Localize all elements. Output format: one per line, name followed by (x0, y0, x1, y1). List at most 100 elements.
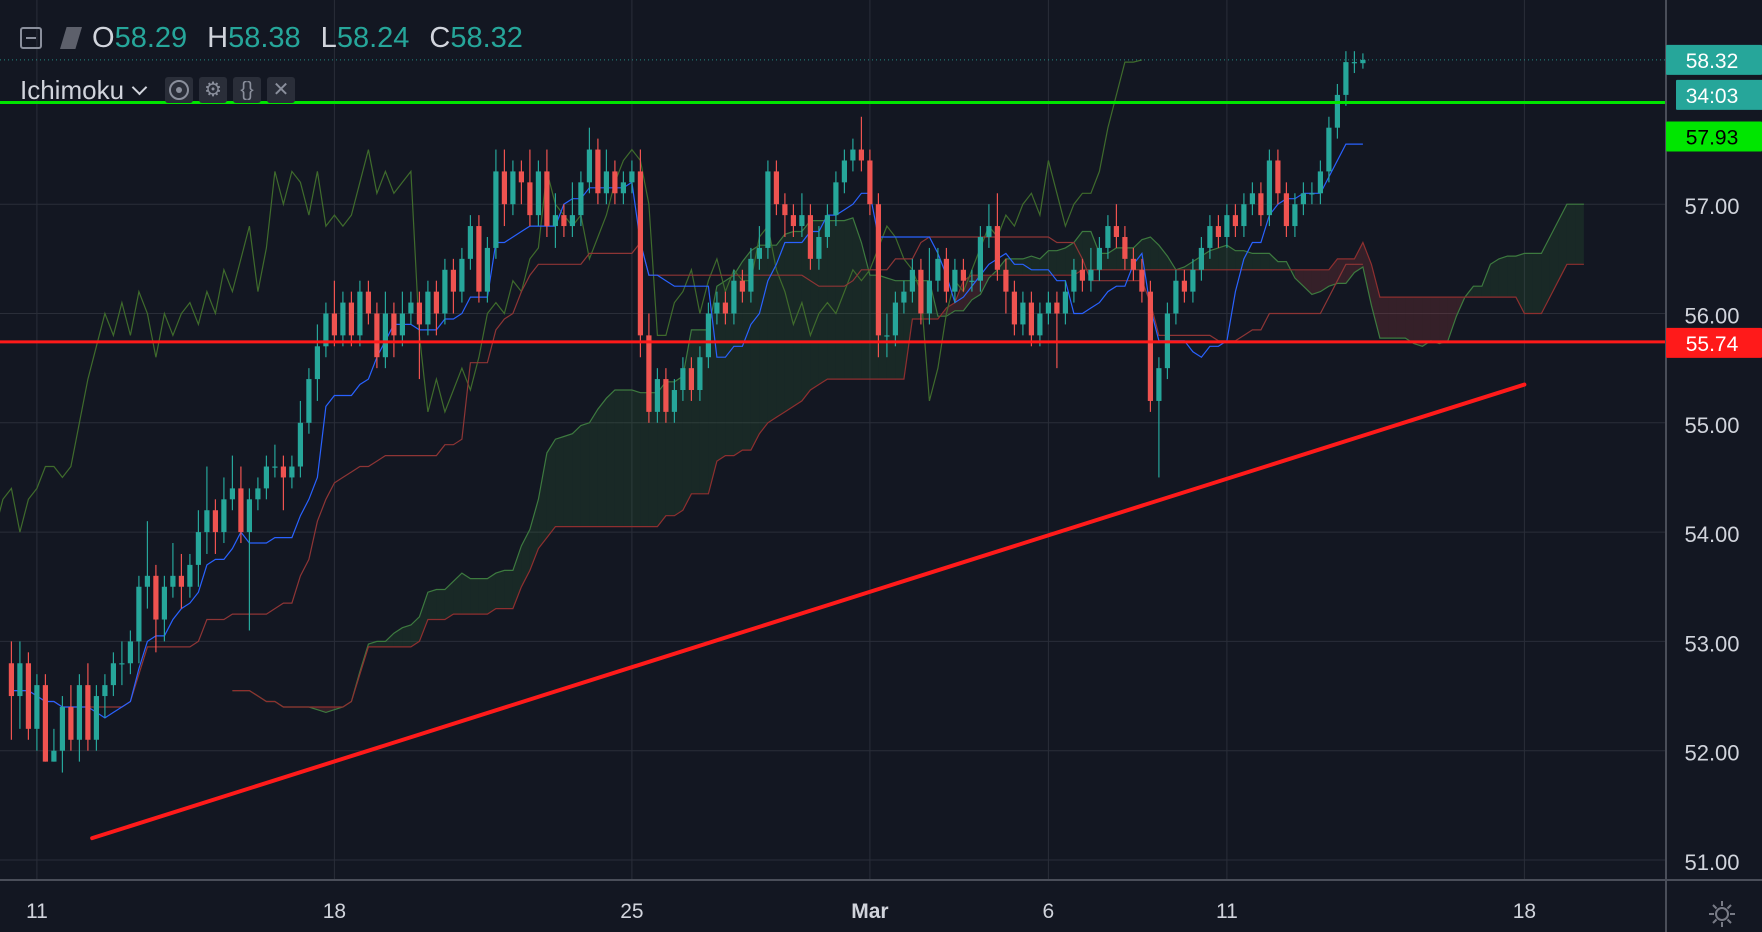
candle-body[interactable] (272, 466, 278, 468)
candle-body[interactable] (688, 368, 694, 391)
candle-body[interactable] (1173, 280, 1179, 314)
candle-body[interactable] (1266, 160, 1272, 216)
candle-body[interactable] (637, 171, 643, 336)
candle-body[interactable] (952, 269, 958, 292)
candle-body[interactable] (875, 204, 881, 336)
candle-body[interactable] (1300, 193, 1306, 205)
candle-body[interactable] (884, 335, 890, 337)
candle-body[interactable] (969, 280, 975, 282)
candle-body[interactable] (1088, 269, 1094, 281)
candle-body[interactable] (603, 171, 609, 194)
candle-body[interactable] (229, 488, 235, 500)
candle-body[interactable] (340, 302, 346, 336)
gear-icon[interactable]: ⚙ (199, 77, 228, 103)
candlestick-series[interactable] (8, 51, 1366, 773)
candle-body[interactable] (1224, 215, 1230, 237)
candle-body[interactable] (790, 215, 796, 227)
candle-body[interactable] (374, 313, 380, 358)
candle-body[interactable] (901, 291, 907, 303)
candle-body[interactable] (442, 269, 448, 314)
candle-body[interactable] (289, 466, 295, 478)
candle-body[interactable] (399, 313, 405, 336)
candle-body[interactable] (510, 171, 516, 205)
candle-body[interactable] (782, 204, 788, 216)
candle-body[interactable] (68, 706, 74, 740)
candle-body[interactable] (212, 510, 218, 533)
candle-body[interactable] (51, 750, 57, 762)
candle-body[interactable] (170, 575, 176, 587)
candle-body[interactable] (255, 488, 261, 500)
close-icon[interactable]: ✕ (267, 77, 296, 103)
candle-body[interactable] (994, 226, 1000, 270)
ascending-trendline[interactable] (90, 382, 1527, 841)
candle-body[interactable] (756, 247, 762, 259)
candle-body[interactable] (323, 313, 329, 347)
candle-body[interactable] (1309, 193, 1315, 195)
candle-body[interactable] (17, 663, 23, 697)
candle-body[interactable] (476, 226, 482, 292)
candle-body[interactable] (739, 280, 745, 292)
candle-body[interactable] (221, 499, 227, 533)
candle-body[interactable] (34, 685, 40, 729)
candle-body[interactable] (807, 215, 813, 259)
candle-body[interactable] (85, 685, 91, 740)
candle-body[interactable] (765, 171, 771, 248)
candle-body[interactable] (552, 215, 558, 227)
candle-body[interactable] (153, 575, 159, 620)
candle-body[interactable] (1054, 302, 1060, 314)
candle-body[interactable] (348, 302, 354, 336)
candle-body[interactable] (1292, 204, 1298, 227)
candle-body[interactable] (816, 236, 822, 259)
candle-body[interactable] (722, 302, 728, 314)
candle-body[interactable] (382, 313, 388, 358)
candle-body[interactable] (850, 149, 856, 161)
candle-body[interactable] (1130, 258, 1136, 270)
candle-body[interactable] (161, 586, 167, 620)
candle-body[interactable] (450, 269, 456, 292)
settings-icon[interactable] (1708, 900, 1736, 928)
candle-body[interactable] (1020, 302, 1026, 325)
candle-body[interactable] (93, 696, 99, 740)
candle-body[interactable] (799, 215, 805, 227)
candle-body[interactable] (586, 149, 592, 183)
candle-body[interactable] (1343, 62, 1349, 95)
candle-body[interactable] (238, 488, 244, 533)
candle-body[interactable] (433, 291, 439, 314)
candle-body[interactable] (331, 313, 337, 336)
candle-body[interactable] (119, 663, 125, 665)
candle-body[interactable] (1037, 313, 1043, 336)
candle-body[interactable] (1232, 215, 1238, 227)
candle-body[interactable] (1190, 269, 1196, 292)
candle-body[interactable] (280, 466, 286, 478)
candle-body[interactable] (493, 171, 499, 248)
candle-body[interactable] (1028, 302, 1034, 336)
candle-body[interactable] (1207, 226, 1213, 248)
candle-body[interactable] (1317, 171, 1323, 194)
candle-body[interactable] (1156, 368, 1162, 401)
candle-body[interactable] (263, 466, 269, 489)
candle-body[interactable] (1360, 59, 1366, 64)
candle-body[interactable] (1062, 291, 1068, 314)
candle-body[interactable] (680, 368, 686, 391)
candle-body[interactable] (1105, 226, 1111, 248)
candle-body[interactable] (841, 160, 847, 183)
candle-body[interactable] (391, 313, 397, 336)
candle-body[interactable] (935, 258, 941, 281)
collapse-icon[interactable] (20, 27, 42, 49)
candle-body[interactable] (408, 302, 414, 314)
candle-body[interactable] (195, 532, 201, 565)
trendline-group[interactable] (90, 382, 1527, 841)
candle-body[interactable] (416, 302, 422, 325)
candle-body[interactable] (833, 182, 839, 216)
candle-body[interactable] (714, 302, 720, 314)
candle-body[interactable] (671, 390, 677, 412)
candle-body[interactable] (1045, 302, 1051, 314)
candle-body[interactable] (1003, 269, 1009, 292)
candle-body[interactable] (909, 269, 915, 292)
candle-body[interactable] (1071, 269, 1077, 292)
candle-body[interactable] (773, 171, 779, 205)
candle-body[interactable] (1096, 247, 1102, 270)
candle-body[interactable] (629, 171, 635, 183)
candle-body[interactable] (1139, 269, 1145, 292)
